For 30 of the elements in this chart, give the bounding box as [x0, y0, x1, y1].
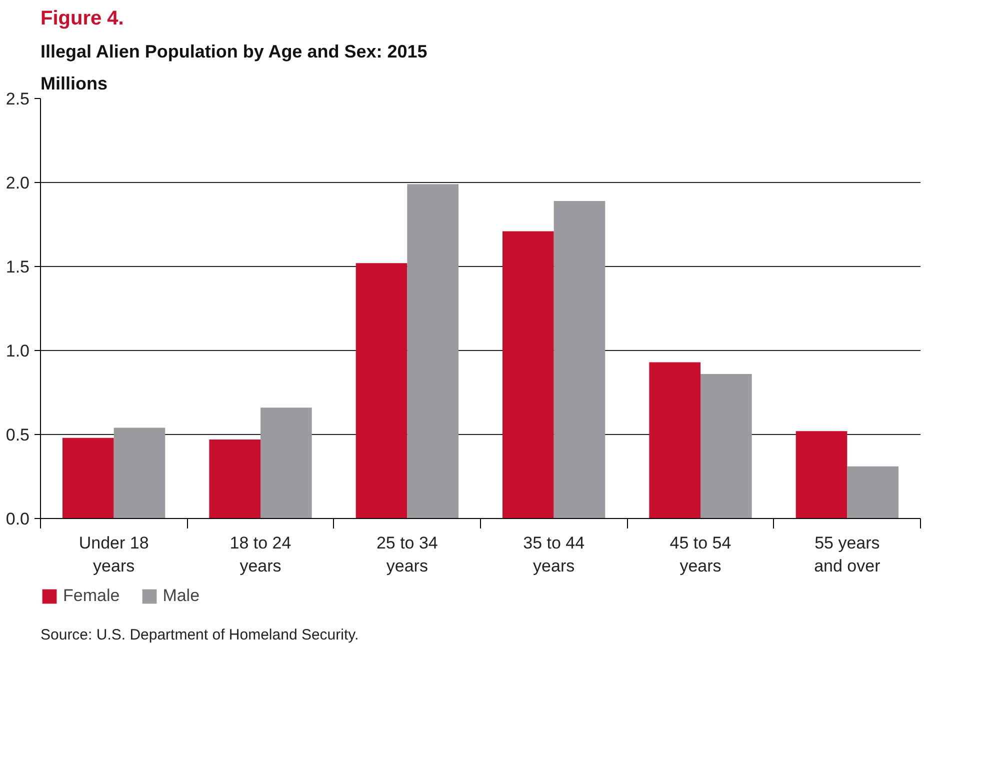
bar	[209, 440, 260, 518]
y-tick-label: 0.5	[6, 426, 30, 444]
bar	[502, 231, 554, 518]
bar	[649, 362, 700, 518]
bar	[62, 438, 114, 518]
bar	[847, 466, 898, 518]
y-tick-label: 1.5	[6, 258, 30, 276]
chart-title: Figure 4.	[40, 8, 124, 30]
x-tick-label: 35 to 44 years	[523, 534, 585, 576]
source-note: Source: U.S. Department of Homeland Security.	[40, 626, 359, 644]
y-tick-label: 2.0	[6, 174, 30, 192]
y-tick-label: 2.5	[6, 90, 30, 108]
y-axis-title: Millions	[40, 74, 108, 94]
x-tick-label: 55 years and over	[814, 534, 881, 576]
bar	[700, 374, 752, 518]
bar	[356, 263, 408, 518]
legend-label: Female	[63, 586, 120, 606]
bar	[796, 431, 848, 518]
x-tick-label: 45 to 54 years	[670, 534, 732, 576]
x-tick-label: 25 to 34 years	[376, 534, 438, 576]
chart-subtitle: Illegal Alien Population by Age and Sex: 2015	[40, 42, 428, 62]
legend-label: Male	[162, 586, 200, 606]
bar	[407, 184, 458, 518]
y-tick-label: 1.0	[6, 342, 30, 360]
x-tick-label: Under 18 years	[78, 534, 149, 576]
y-tick-label: 0.0	[6, 510, 30, 528]
bar	[554, 200, 606, 518]
bar	[260, 408, 312, 518]
bar	[114, 428, 166, 518]
x-tick-label: 18 to 24 years	[230, 534, 292, 576]
